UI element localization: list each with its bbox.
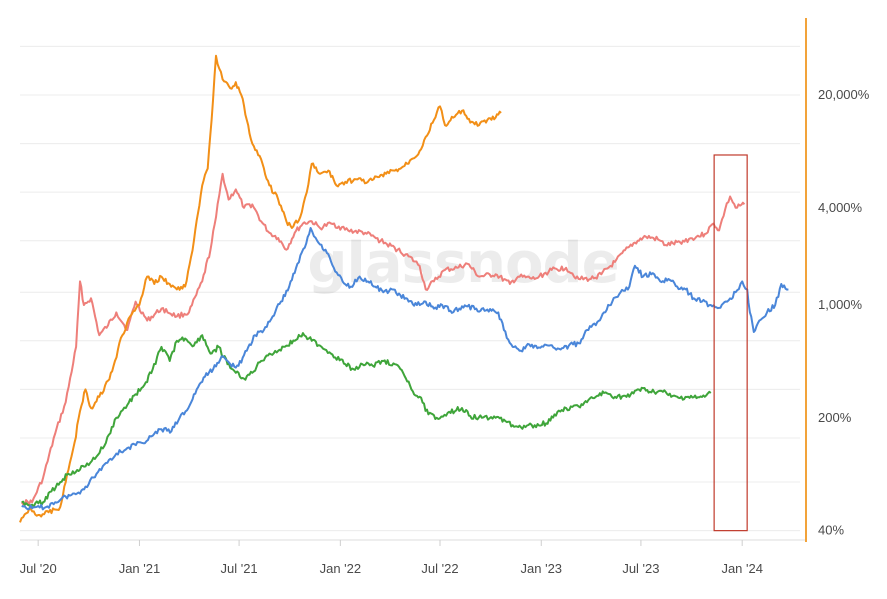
series-line-3 (21, 332, 712, 508)
series-line-4 (21, 227, 789, 511)
x-tick-label: Jul '21 (220, 561, 257, 576)
y-tick-label: 40% (818, 523, 844, 538)
y-tick-label: 20,000% (818, 87, 870, 102)
x-tick-label: Jan '24 (721, 561, 763, 576)
gridlines (20, 45, 806, 541)
x-tick-label: Jan '23 (521, 561, 563, 576)
series-line-1 (20, 172, 746, 506)
x-tick-label: Jul '20 (20, 561, 57, 576)
x-tick-label: Jan '22 (320, 561, 362, 576)
y-tick-label: 4,000% (818, 200, 863, 215)
series-line-2 (19, 54, 502, 523)
x-tick-label: Jan '21 (119, 561, 161, 576)
y-axis: 40% 200% 1,000% 4,000% 20,000% (818, 87, 870, 538)
series-layer (19, 54, 789, 523)
x-tick-label: Jul '23 (622, 561, 659, 576)
y-tick-label: 200% (818, 410, 852, 425)
highlight-box (713, 154, 748, 532)
x-tick-label: Jul '22 (421, 561, 458, 576)
y-tick-label: 1,000% (818, 297, 863, 312)
watermark: glassnode (307, 231, 618, 296)
x-axis: Jul '20 Jan '21 Jul '21 Jan '22 Jul '22 Jan '… (20, 540, 763, 576)
